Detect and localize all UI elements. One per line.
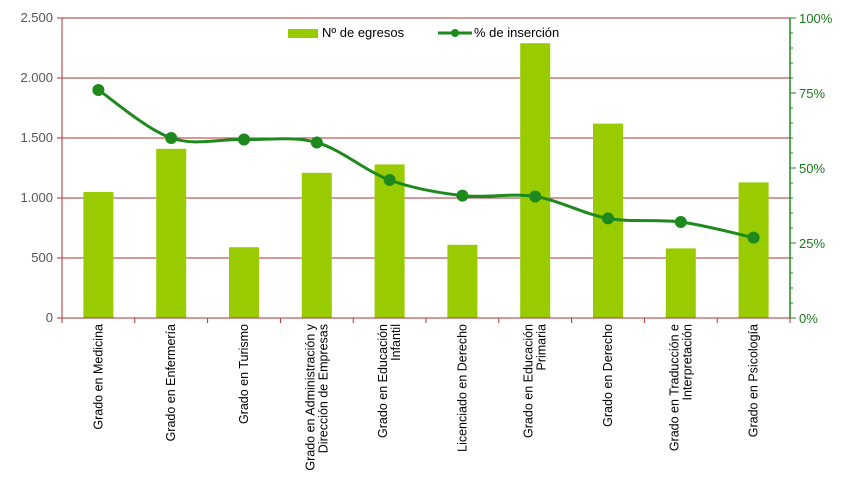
line-point xyxy=(747,231,760,244)
bar xyxy=(665,248,696,318)
category-labels: Grado en Medicina Grado en Enfermería Grad… xyxy=(91,323,760,470)
line-path xyxy=(97,88,754,240)
legend-bar-label: Nº de egresos xyxy=(322,25,405,40)
category-label: Grado en Psicología xyxy=(747,324,761,437)
line-point xyxy=(529,190,542,203)
line-point xyxy=(92,84,105,96)
category-label: Grado en Medicina xyxy=(91,324,105,430)
category-label: Grado en Educación xyxy=(376,324,390,438)
category-label: Interpretación xyxy=(680,324,694,400)
left-tick-label: 1.500 xyxy=(20,130,53,145)
line-point xyxy=(674,216,687,228)
category-label: Licenciado en Derecho xyxy=(455,324,469,452)
bar xyxy=(374,164,405,318)
category-label: Grado en Administración y xyxy=(303,323,317,470)
bar-series xyxy=(83,43,769,318)
legend-line-label: % de inserción xyxy=(474,25,559,40)
bar xyxy=(229,247,259,318)
bar xyxy=(156,148,187,318)
line-point xyxy=(238,133,250,146)
legend: Nº de egresos % de inserción xyxy=(288,25,559,40)
bar xyxy=(447,244,478,318)
category-label: Grado en Derecho xyxy=(601,324,615,427)
legend-bar-swatch xyxy=(288,29,318,38)
right-tick-label: 50% xyxy=(799,161,825,176)
category-label: Dirección de Empresas xyxy=(316,324,330,453)
bar xyxy=(83,192,114,318)
right-tick-label: 75% xyxy=(799,86,825,101)
left-tick-label: 0 xyxy=(46,310,53,325)
left-tick-label: 2.000 xyxy=(20,70,53,85)
left-tick-label: 500 xyxy=(31,250,53,265)
right-tick-label: 100% xyxy=(799,11,833,26)
category-label: Grado en Enfermería xyxy=(164,324,178,441)
category-label: Infantil xyxy=(389,324,403,361)
right-tick-label: 0% xyxy=(799,311,818,326)
line-point xyxy=(456,189,469,202)
legend-line-marker xyxy=(451,29,459,37)
line-point xyxy=(310,136,323,149)
category-label: Grado en Traducción e xyxy=(667,324,681,451)
bar xyxy=(301,172,332,318)
tick-labels: 0 500 1.000 1.500 2.000 2.500 0% 25% 50% 75% 100% xyxy=(20,10,832,326)
line-point xyxy=(602,212,614,225)
bar xyxy=(738,182,769,318)
line-point xyxy=(165,132,178,144)
category-label: Grado en Turismo xyxy=(237,324,251,424)
axes xyxy=(57,17,796,323)
line-point xyxy=(383,174,396,186)
line-series xyxy=(92,84,760,244)
category-label: Grado en Educación xyxy=(522,324,536,438)
bar xyxy=(520,43,551,318)
left-tick-label: 1.000 xyxy=(20,190,53,205)
category-label: Primaria xyxy=(535,324,549,371)
right-tick-label: 25% xyxy=(799,236,825,251)
left-tick-label: 2.500 xyxy=(20,10,53,25)
